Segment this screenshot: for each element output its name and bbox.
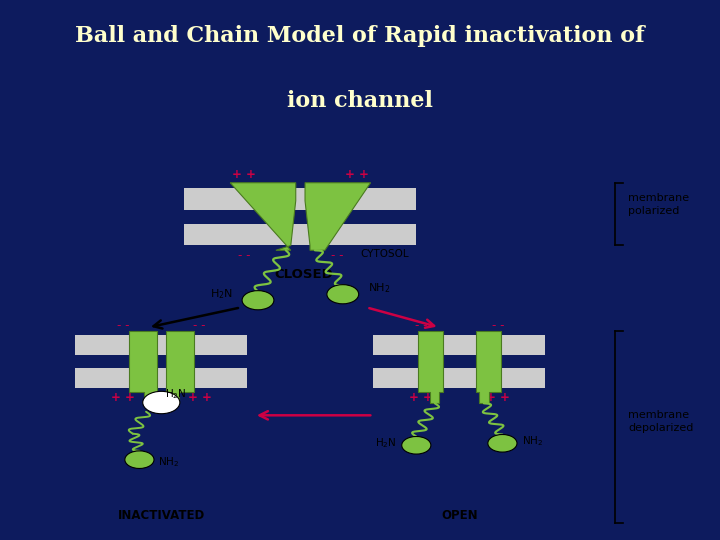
- Text: CLOSED: CLOSED: [274, 268, 333, 281]
- Text: + +: + +: [486, 392, 510, 404]
- Circle shape: [327, 285, 359, 304]
- Text: H$_2$N: H$_2$N: [375, 436, 397, 450]
- Text: - -: - -: [415, 319, 427, 332]
- Bar: [184, 224, 416, 246]
- Text: Ball and Chain Model of Rapid inactivation of: Ball and Chain Model of Rapid inactivati…: [75, 25, 645, 48]
- Text: membrane
polarized: membrane polarized: [629, 193, 689, 216]
- Text: + +: + +: [409, 392, 433, 404]
- Text: - -: - -: [330, 249, 343, 262]
- Polygon shape: [418, 330, 443, 403]
- Text: + +: + +: [345, 168, 369, 181]
- Circle shape: [125, 451, 154, 469]
- Text: ion channel: ion channel: [287, 90, 433, 112]
- Polygon shape: [230, 183, 296, 250]
- Circle shape: [488, 435, 517, 452]
- Text: CYTOSOL: CYTOSOL: [360, 249, 409, 259]
- Text: NH$_2$: NH$_2$: [522, 434, 544, 448]
- Text: - -: - -: [238, 249, 251, 262]
- Bar: [373, 335, 546, 355]
- Circle shape: [402, 436, 431, 454]
- Polygon shape: [476, 330, 501, 403]
- Polygon shape: [305, 183, 371, 250]
- Text: membrane
depolarized: membrane depolarized: [629, 410, 693, 433]
- Bar: [184, 187, 416, 210]
- Bar: [75, 335, 248, 355]
- Polygon shape: [166, 330, 194, 403]
- Text: - -: - -: [492, 319, 504, 332]
- Text: + +: + +: [188, 392, 212, 404]
- Text: - -: - -: [194, 319, 206, 332]
- Text: NH$_2$: NH$_2$: [158, 455, 179, 469]
- Text: + +: + +: [111, 392, 135, 404]
- Polygon shape: [129, 330, 157, 403]
- Text: + +: + +: [232, 168, 256, 181]
- Text: - -: - -: [117, 319, 129, 332]
- Circle shape: [242, 291, 274, 310]
- Text: H$_2$N: H$_2$N: [210, 287, 233, 301]
- Circle shape: [143, 392, 180, 414]
- Text: NH$_2$: NH$_2$: [368, 281, 390, 295]
- Text: INACTIVATED: INACTIVATED: [117, 509, 205, 522]
- Text: H$_2$N: H$_2$N: [165, 387, 186, 401]
- Bar: [373, 368, 546, 388]
- Bar: [75, 368, 248, 388]
- Text: OPEN: OPEN: [441, 509, 477, 522]
